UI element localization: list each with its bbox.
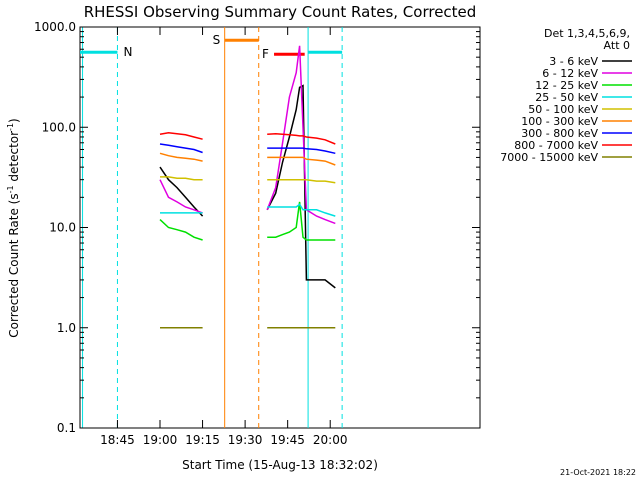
y-axis: 1000.0 100.0 10.0 1.0 0.1 — [34, 20, 480, 435]
series-line — [267, 133, 336, 145]
timestamp: 21-Oct-2021 18:22 — [560, 468, 636, 477]
series-line — [159, 143, 203, 154]
interval-label: F — [262, 47, 269, 61]
y-tick-label: 100.0 — [42, 120, 76, 134]
legend-entry-label: 300 - 800 keV — [521, 127, 598, 140]
series-line — [267, 156, 336, 166]
series-line — [267, 178, 336, 184]
series-line — [160, 176, 203, 181]
series-line — [267, 147, 336, 155]
plot-frame — [79, 26, 481, 429]
series-line — [267, 201, 336, 241]
y-tick-label: 1000.0 — [34, 20, 76, 34]
x-tick-label: 20:00 — [313, 433, 348, 447]
interval-label: S — [213, 33, 221, 47]
x-tick-label: 19:30 — [228, 433, 263, 447]
y-tick-label: 10.0 — [49, 221, 76, 235]
x-tick-label: 19:00 — [143, 433, 178, 447]
y-axis-label-main: Corrected Count Rate (s — [7, 193, 21, 337]
legend-entry-label: 12 - 25 keV — [535, 79, 598, 92]
legend-entry-label: 25 - 50 keV — [535, 91, 598, 104]
x-tick-label: 18:45 — [100, 433, 135, 447]
y-tick-label: 0.1 — [57, 421, 76, 435]
legend-entry-label: 100 - 300 keV — [521, 115, 598, 128]
legend-entry-label: 6 - 12 keV — [542, 67, 598, 80]
legend-header-attenuator: Att 0 — [604, 39, 630, 52]
x-tick-label: 19:15 — [185, 433, 220, 447]
series-line — [159, 132, 203, 140]
y-tick-label: 1.0 — [57, 321, 76, 335]
chart-title: RHESSI Observing Summary Count Rates, Co… — [84, 3, 477, 21]
x-tick-label: 19:45 — [270, 433, 305, 447]
legend-entry-label: 3 - 6 keV — [549, 55, 598, 68]
legend-entry-label: 800 - 7000 keV — [514, 139, 598, 152]
series-line — [267, 203, 336, 217]
y-axis-label: Corrected Count Rate (s-1 detector-1) — [6, 118, 21, 337]
series-line — [159, 219, 203, 241]
x-axis: 18:45 19:00 19:15 19:30 19:45 20:00 — [100, 27, 348, 447]
series-line — [159, 179, 203, 214]
series-line — [159, 152, 203, 162]
y-axis-label-sup2: -1 — [6, 123, 15, 131]
interval-label: N — [123, 45, 132, 59]
legend-header-detectors: Det 1,3,4,5,6,9, — [544, 27, 630, 40]
plot-area: N S F — [79, 26, 481, 429]
series-line — [266, 84, 336, 289]
legend-entry-label: 7000 - 15000 keV — [500, 151, 598, 164]
y-axis-label-sup1: -1 — [6, 185, 15, 193]
y-axis-label-mid: detector — [7, 131, 21, 186]
y-axis-label-end: ) — [7, 118, 21, 123]
x-axis-label: Start Time (15-Aug-13 18:32:02) — [182, 458, 378, 472]
legend-entry-label: 50 - 100 keV — [528, 103, 598, 116]
